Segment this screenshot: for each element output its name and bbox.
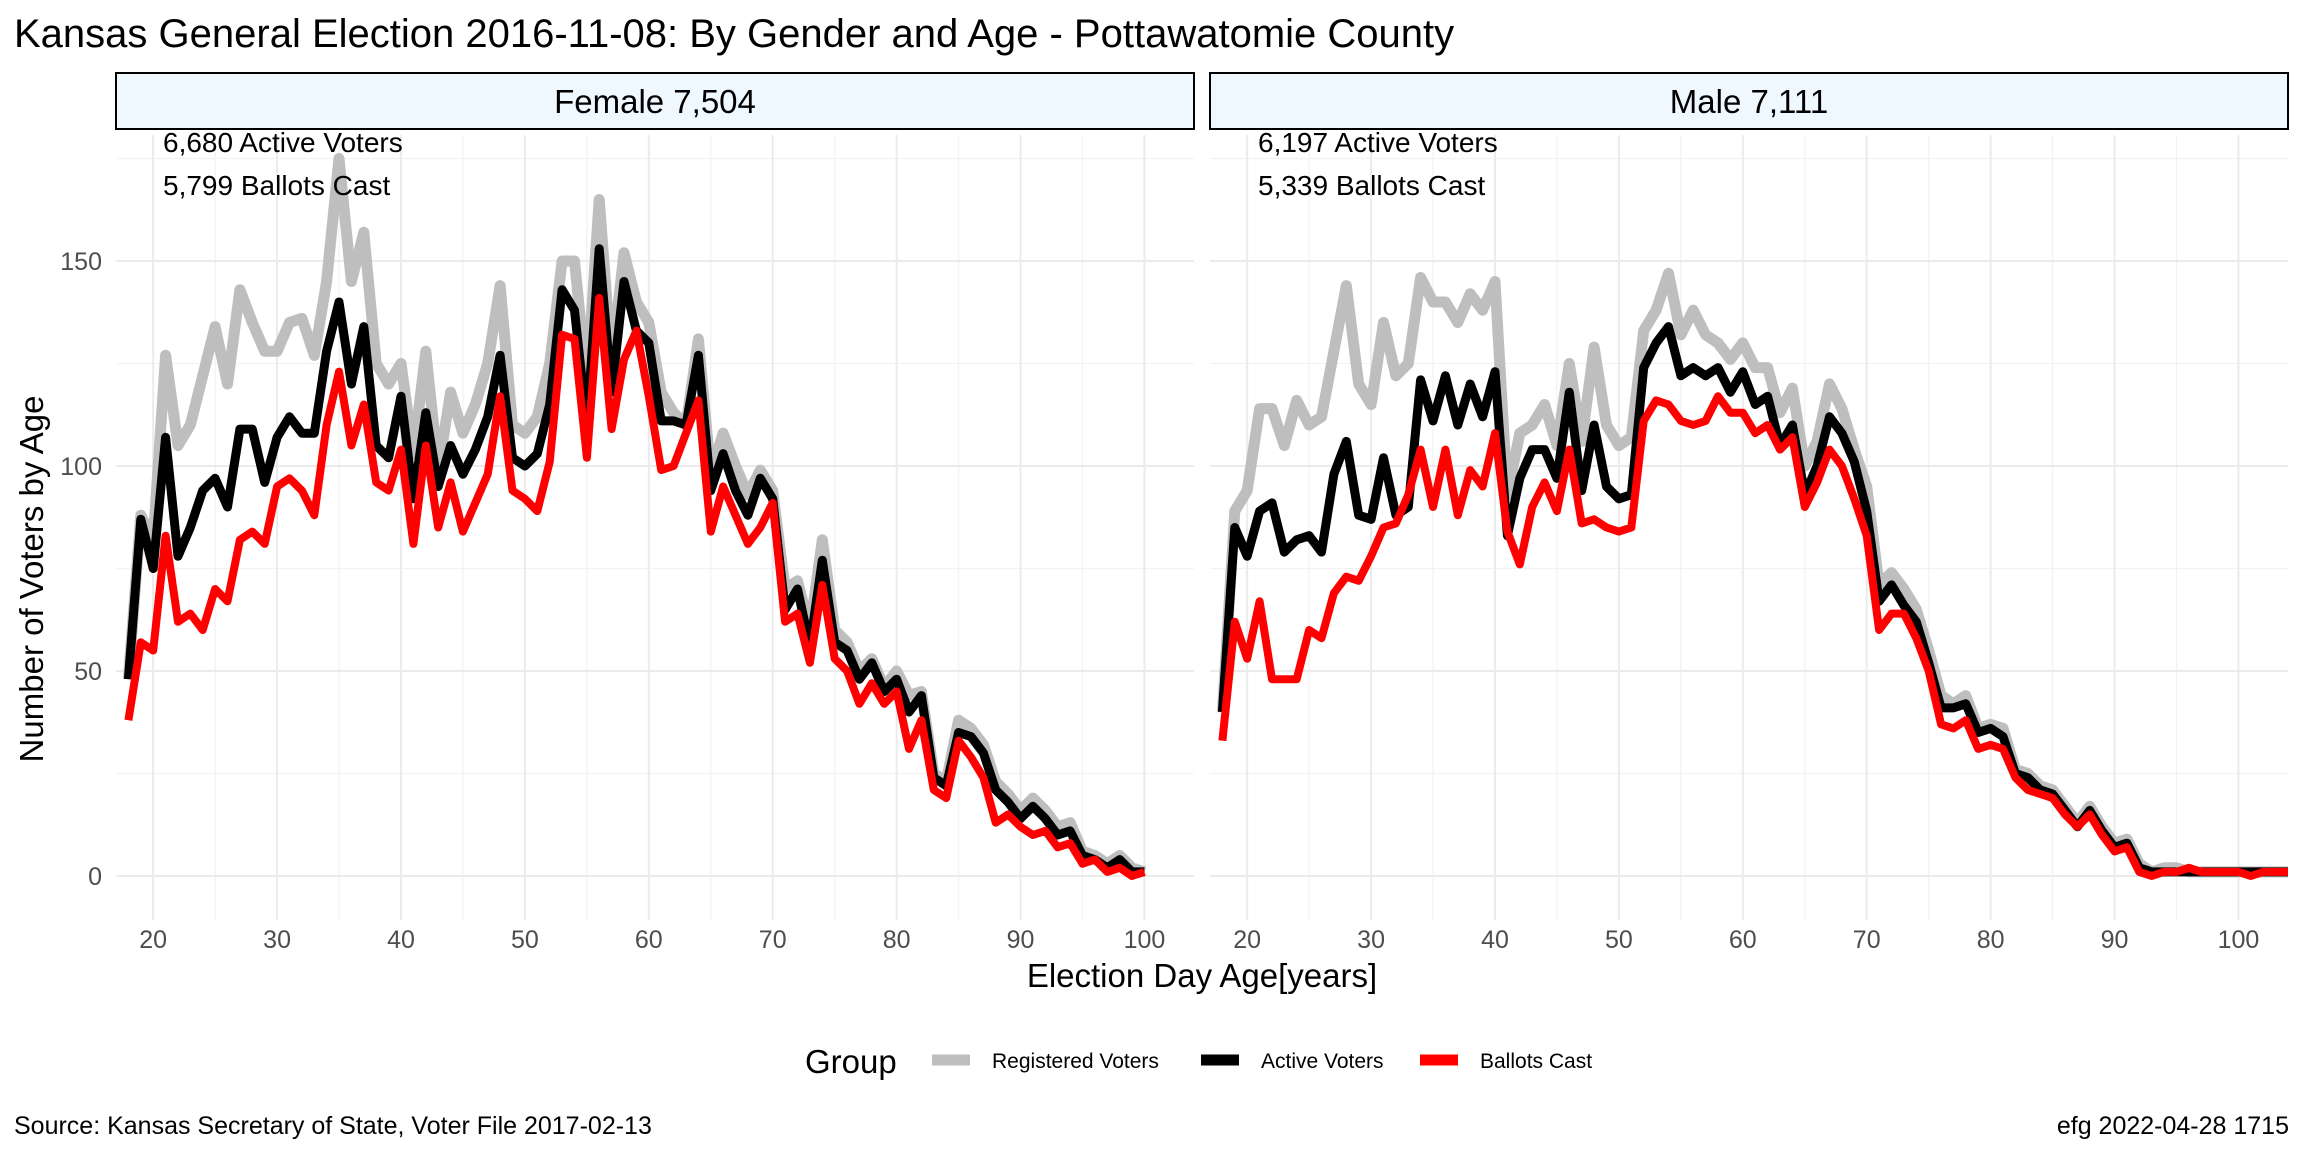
series-line-active-voters (1217, 322, 2288, 877)
legend-label-active-voters: Active Voters (1261, 1050, 1384, 1073)
strip-female-label: Female 7,504 (554, 83, 756, 120)
series-line-ballots-cast (1218, 392, 2288, 880)
x-tick-label: 90 (1007, 926, 1035, 954)
x-axis-title: Election Day Age[years] (1027, 957, 1377, 994)
female-ballots-cast-note: 5,799 Ballots Cast (163, 170, 390, 201)
y-axis-title: Number of Voters by Age (13, 396, 50, 763)
y-tick-label: 50 (74, 658, 102, 686)
chart-title: Kansas General Election 2016-11-08: By G… (14, 12, 1454, 56)
source-caption: Source: Kansas Secretary of State, Voter… (14, 1112, 652, 1140)
x-tick-label: 70 (759, 926, 787, 954)
x-tick-label: 40 (1481, 926, 1509, 954)
x-tick-label: 60 (1729, 926, 1757, 954)
panel-male: Male 7,111 6,197 Active Voters 5,339 Bal… (1209, 72, 2289, 954)
male-ballots-cast-note: 5,339 Ballots Cast (1258, 170, 1485, 201)
x-tick-label: 30 (1357, 926, 1385, 954)
strip-male (1209, 72, 2289, 130)
timestamp-caption: efg 2022-04-28 1715 (2057, 1112, 2289, 1140)
y-tick-label: 0 (88, 863, 102, 891)
legend-label-registered-voters: Registered Voters (992, 1050, 1159, 1073)
male-active-voters-note: 6,197 Active Voters (1258, 127, 1498, 158)
strip-male-label: Male 7,111 (1670, 83, 1828, 120)
x-tick-label: 60 (635, 926, 663, 954)
x-tick-label: 40 (387, 926, 415, 954)
x-tick-label: 70 (1853, 926, 1881, 954)
strip-female (115, 72, 1195, 130)
x-tick-label: 50 (1605, 926, 1633, 954)
y-tick-label: 150 (60, 248, 102, 276)
x-tick-label: 20 (1233, 926, 1261, 954)
x-tick-label: 20 (139, 926, 167, 954)
x-tick-label: 80 (883, 926, 911, 954)
panel-female: Female 7,504 6,680 Active Voters 5,799 B… (115, 72, 1195, 954)
female-active-voters-note: 6,680 Active Voters (163, 127, 403, 158)
series-line-registered-voters (122, 153, 1147, 878)
legend-label-ballots-cast: Ballots Cast (1480, 1050, 1592, 1073)
y-axis-ticks: 0 50 100 150 (60, 248, 102, 891)
x-tick-label: 90 (2101, 926, 2129, 954)
series-line-ballots-cast (124, 293, 1146, 880)
x-tick-label: 100 (2218, 926, 2260, 954)
legend: Group Registered Voters Active Voters Ball… (805, 1043, 1592, 1080)
x-tick-label: 80 (1977, 926, 2005, 954)
x-tick-label: 30 (263, 926, 291, 954)
y-tick-label: 100 (60, 453, 102, 481)
legend-title: Group (805, 1043, 897, 1080)
x-tick-label: 50 (511, 926, 539, 954)
x-tick-label: 100 (1124, 926, 1166, 954)
